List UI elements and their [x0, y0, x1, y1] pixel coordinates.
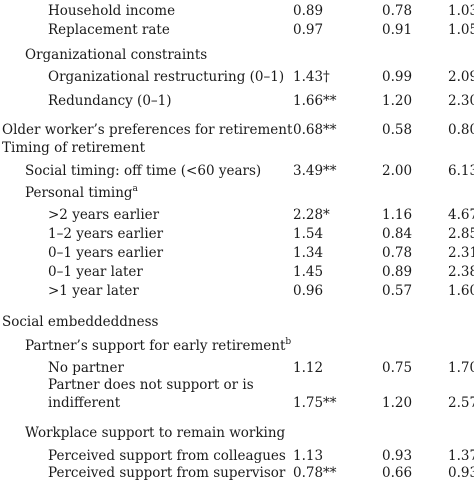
- ci-lower-cell: 0.75: [382, 360, 413, 376]
- ci-upper-cell: 2.30: [448, 93, 474, 109]
- row-label: Partner does not support or is: [48, 377, 254, 393]
- ci-upper-cell: 2.09: [448, 69, 474, 85]
- table-row: No partner 1.12 0.75 1.70: [0, 359, 474, 377]
- table-row: Timing of retirement: [0, 139, 474, 157]
- row-label: Workplace support to remain working: [25, 425, 286, 441]
- ci-upper-cell: 1.03: [448, 3, 474, 19]
- table-row: >1 year later 0.96 0.57 1.60: [0, 282, 474, 300]
- row-label: Partner’s support for early retirementb: [25, 336, 292, 354]
- ci-upper-cell: 1.70: [448, 360, 474, 376]
- row-label: Organizational constraints: [25, 47, 208, 63]
- ci-upper-cell: 2.31: [448, 245, 474, 261]
- row-label: Perceived support from supervisor: [48, 465, 286, 481]
- row-label: Personal timinga: [25, 183, 138, 201]
- row-label: 0–1 year later: [48, 264, 143, 280]
- footnote-marker: a: [132, 183, 138, 194]
- table-row: Personal timinga: [0, 184, 474, 202]
- row-label: indifferent: [48, 395, 121, 411]
- ci-upper-cell: 1.60: [448, 283, 474, 299]
- table-row: indifferent 1.75** 1.20 2.57: [0, 394, 474, 412]
- table-row: Social timing: off time (<60 years) 3.49*…: [0, 162, 474, 180]
- ci-lower-cell: 0.66: [382, 465, 413, 481]
- row-label: Replacement rate: [48, 22, 170, 38]
- table-row: Partner’s support for early retirementb: [0, 337, 474, 355]
- ci-lower-cell: 0.91: [382, 22, 413, 38]
- odds-ratio-cell: 1.34: [293, 245, 324, 261]
- odds-ratio-cell: 3.49**: [293, 163, 337, 179]
- ci-lower-cell: 2.00: [382, 163, 413, 179]
- table-row: Perceived support from supervisor 0.78** 0…: [0, 464, 474, 482]
- odds-ratio-cell: 1.45: [293, 264, 324, 280]
- ci-lower-cell: 0.89: [382, 264, 413, 280]
- ci-upper-cell: 6.13: [448, 163, 474, 179]
- ci-lower-cell: 0.99: [382, 69, 413, 85]
- ci-lower-cell: 0.58: [382, 122, 413, 138]
- odds-ratio-cell: 2.28*: [293, 207, 330, 223]
- row-label: >1 year later: [48, 283, 139, 299]
- table-row: Replacement rate 0.97 0.91 1.05: [0, 21, 474, 39]
- table-row: 0–1 years earlier 1.34 0.78 2.31: [0, 244, 474, 262]
- ci-upper-cell: 0.80: [448, 122, 474, 138]
- ci-lower-cell: 0.78: [382, 3, 413, 19]
- table-row: Social embeddeddness: [0, 313, 474, 331]
- table-row: Redundancy (0–1) 1.66** 1.20 2.30: [0, 92, 474, 110]
- ci-lower-cell: 1.20: [382, 395, 413, 411]
- table-row: >2 years earlier 2.28* 1.16 4.67: [0, 206, 474, 224]
- odds-ratio-cell: 0.78**: [293, 465, 337, 481]
- ci-lower-cell: 0.93: [382, 448, 413, 464]
- table-row: 0–1 year later 1.45 0.89 2.38: [0, 263, 474, 281]
- footnote-marker: b: [285, 336, 292, 347]
- row-label: Household income: [48, 3, 176, 19]
- ci-lower-cell: 1.16: [382, 207, 413, 223]
- ci-lower-cell: 0.78: [382, 245, 413, 261]
- odds-ratio-cell: 0.97: [293, 22, 324, 38]
- row-label: Social timing: off time (<60 years): [25, 163, 262, 179]
- row-label: Social embeddeddness: [2, 314, 159, 330]
- table-row: 1–2 years earlier 1.54 0.84 2.85: [0, 225, 474, 243]
- odds-ratio-cell: 0.89: [293, 3, 324, 19]
- row-label: No partner: [48, 360, 124, 376]
- row-label: Perceived support from colleagues: [48, 448, 286, 464]
- odds-ratio-cell: 1.54: [293, 226, 324, 242]
- table-row: Older worker’s preferences for retiremen…: [0, 121, 474, 139]
- table-row: Perceived support from colleagues 1.13 0.9…: [0, 447, 474, 465]
- ci-upper-cell: 1.05: [448, 22, 474, 38]
- table-row: Organizational constraints: [0, 46, 474, 64]
- ci-lower-cell: 0.57: [382, 283, 413, 299]
- row-label: Timing of retirement: [2, 140, 146, 156]
- odds-ratio-cell: 1.43†: [293, 69, 330, 85]
- odds-ratio-cell: 1.13: [293, 448, 324, 464]
- row-label: Older worker’s preferences for retiremen…: [2, 122, 293, 138]
- odds-ratio-cell: 0.96: [293, 283, 324, 299]
- ci-upper-cell: 2.57: [448, 395, 474, 411]
- ci-lower-cell: 1.20: [382, 93, 413, 109]
- odds-ratio-cell: 1.66**: [293, 93, 337, 109]
- ci-upper-cell: 2.85: [448, 226, 474, 242]
- row-label: Organizational restructuring (0–1): [48, 69, 285, 85]
- row-label: 0–1 years earlier: [48, 245, 164, 261]
- odds-ratio-cell: 1.12: [293, 360, 324, 376]
- table-row: Organizational restructuring (0–1) 1.43† 0…: [0, 68, 474, 86]
- row-label: Redundancy (0–1): [48, 93, 172, 109]
- odds-ratio-cell: 1.75**: [293, 395, 337, 411]
- table-row: Household income 0.89 0.78 1.03: [0, 2, 474, 20]
- ci-lower-cell: 0.84: [382, 226, 413, 242]
- ci-upper-cell: 0.93: [448, 465, 474, 481]
- ci-upper-cell: 2.38: [448, 264, 474, 280]
- row-label: >2 years earlier: [48, 207, 160, 223]
- row-label: 1–2 years earlier: [48, 226, 164, 242]
- table-row: Partner does not support or is: [0, 376, 474, 394]
- odds-ratio-cell: 0.68**: [293, 122, 337, 138]
- ci-upper-cell: 1.37: [448, 448, 474, 464]
- ci-upper-cell: 4.67: [448, 207, 474, 223]
- table-row: Workplace support to remain working: [0, 424, 474, 442]
